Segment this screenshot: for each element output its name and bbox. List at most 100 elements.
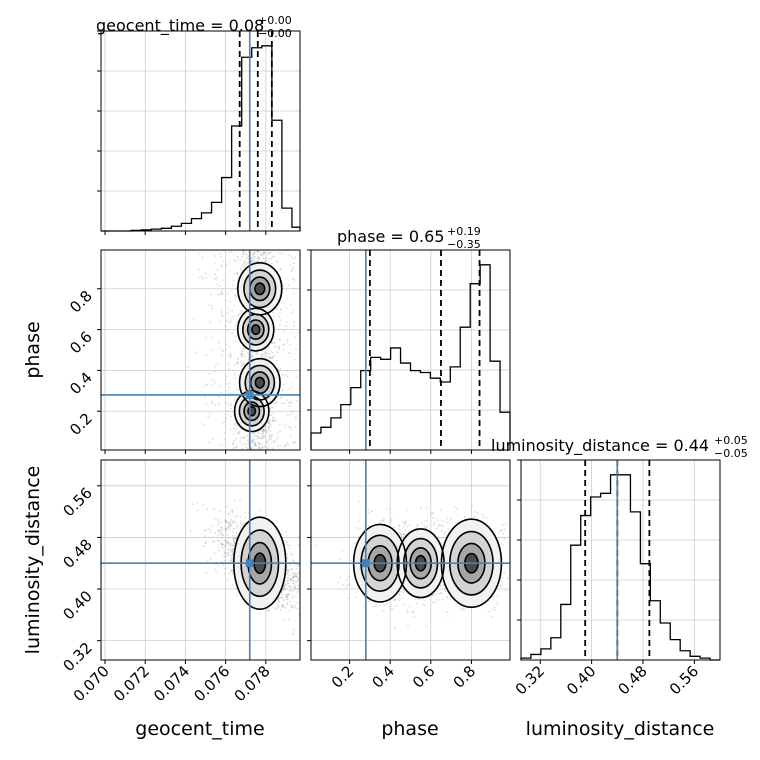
sample-point <box>220 533 223 536</box>
sample-point <box>455 508 458 511</box>
sample-point <box>228 524 231 527</box>
sample-point <box>294 604 296 607</box>
sample-point <box>205 403 208 405</box>
sample-point <box>246 262 249 264</box>
sample-point <box>303 325 305 327</box>
sample-point <box>278 424 281 426</box>
sample-point <box>261 446 264 449</box>
sample-point <box>263 435 266 438</box>
sample-point <box>222 279 225 281</box>
sample-point <box>229 559 232 562</box>
sample-point <box>285 307 288 310</box>
sample-point <box>229 521 232 524</box>
sample-point <box>293 262 295 264</box>
sample-point <box>210 293 213 296</box>
sample-point <box>493 595 496 598</box>
sample-point <box>438 592 440 595</box>
histogram-geocent-time <box>101 45 301 232</box>
sample-point <box>270 406 273 409</box>
sample-point <box>359 517 361 519</box>
sample-point <box>280 308 283 311</box>
sample-point <box>315 544 317 547</box>
sample-point <box>400 536 403 539</box>
sample-point <box>210 336 213 339</box>
sample-point <box>239 310 242 312</box>
sample-point <box>487 610 490 613</box>
sample-point <box>218 347 221 349</box>
sample-point <box>221 444 224 447</box>
sample-point <box>267 429 270 432</box>
sample-point <box>187 366 190 369</box>
sample-point <box>236 527 239 529</box>
sample-point <box>433 601 436 604</box>
sample-point <box>286 370 288 372</box>
sample-point <box>262 435 264 438</box>
density-contour <box>251 324 261 336</box>
sample-point <box>290 352 292 355</box>
sample-point <box>231 520 234 523</box>
sample-point <box>496 601 499 603</box>
sample-point <box>277 444 280 447</box>
sample-point <box>286 341 288 344</box>
sample-point <box>219 252 221 255</box>
sample-point <box>267 421 269 424</box>
sample-point <box>284 593 287 596</box>
sample-point <box>226 534 229 537</box>
sample-point <box>440 529 443 532</box>
sample-point <box>471 504 474 507</box>
sample-point <box>505 589 507 592</box>
sample-point <box>222 260 225 263</box>
sample-point <box>233 541 236 544</box>
sample-point <box>213 370 216 373</box>
sample-point <box>196 509 199 512</box>
sample-point <box>233 540 236 543</box>
sample-point <box>218 549 221 552</box>
sample-point <box>442 525 444 528</box>
sample-point <box>289 579 292 581</box>
sample-point <box>214 532 217 535</box>
sample-point <box>215 278 218 281</box>
sample-point <box>263 251 265 254</box>
sample-point <box>269 436 271 438</box>
sample-point <box>219 521 222 524</box>
sample-point <box>229 542 232 545</box>
sample-point <box>272 351 274 354</box>
x-tick-label-geocent-time: 0.072 <box>110 662 153 705</box>
sample-point <box>294 256 296 259</box>
sample-point <box>236 432 239 435</box>
sample-point <box>295 575 298 578</box>
sample-point <box>446 611 449 614</box>
sample-point <box>241 364 244 367</box>
sample-point <box>235 445 238 447</box>
sample-point <box>271 341 273 344</box>
sample-point <box>241 253 244 255</box>
sample-point <box>262 353 265 356</box>
sample-point <box>313 606 315 608</box>
sample-point <box>257 432 260 434</box>
sample-point <box>204 529 207 532</box>
sample-point <box>282 604 285 607</box>
sample-point <box>232 410 235 413</box>
sample-point <box>314 367 316 369</box>
sample-point <box>261 435 264 438</box>
sample-point <box>251 440 254 443</box>
sample-point <box>241 350 244 353</box>
sample-point <box>245 257 248 260</box>
sample-point <box>229 320 232 323</box>
sample-point <box>206 559 209 562</box>
title-geocent-time-plus: +0.00 <box>258 14 292 27</box>
sample-point <box>231 548 233 550</box>
sample-point <box>287 569 290 572</box>
sample-point <box>237 426 240 429</box>
sample-point <box>432 524 435 526</box>
sample-point <box>284 402 286 405</box>
sample-point <box>290 604 292 607</box>
sample-point <box>217 546 220 549</box>
sample-point <box>388 605 390 608</box>
sample-point <box>227 551 229 554</box>
sample-point <box>235 532 238 534</box>
sample-point <box>296 573 299 576</box>
title-luminosity-distance-minus: −0.05 <box>714 447 748 460</box>
sample-point <box>394 599 397 601</box>
sample-point <box>293 293 296 295</box>
